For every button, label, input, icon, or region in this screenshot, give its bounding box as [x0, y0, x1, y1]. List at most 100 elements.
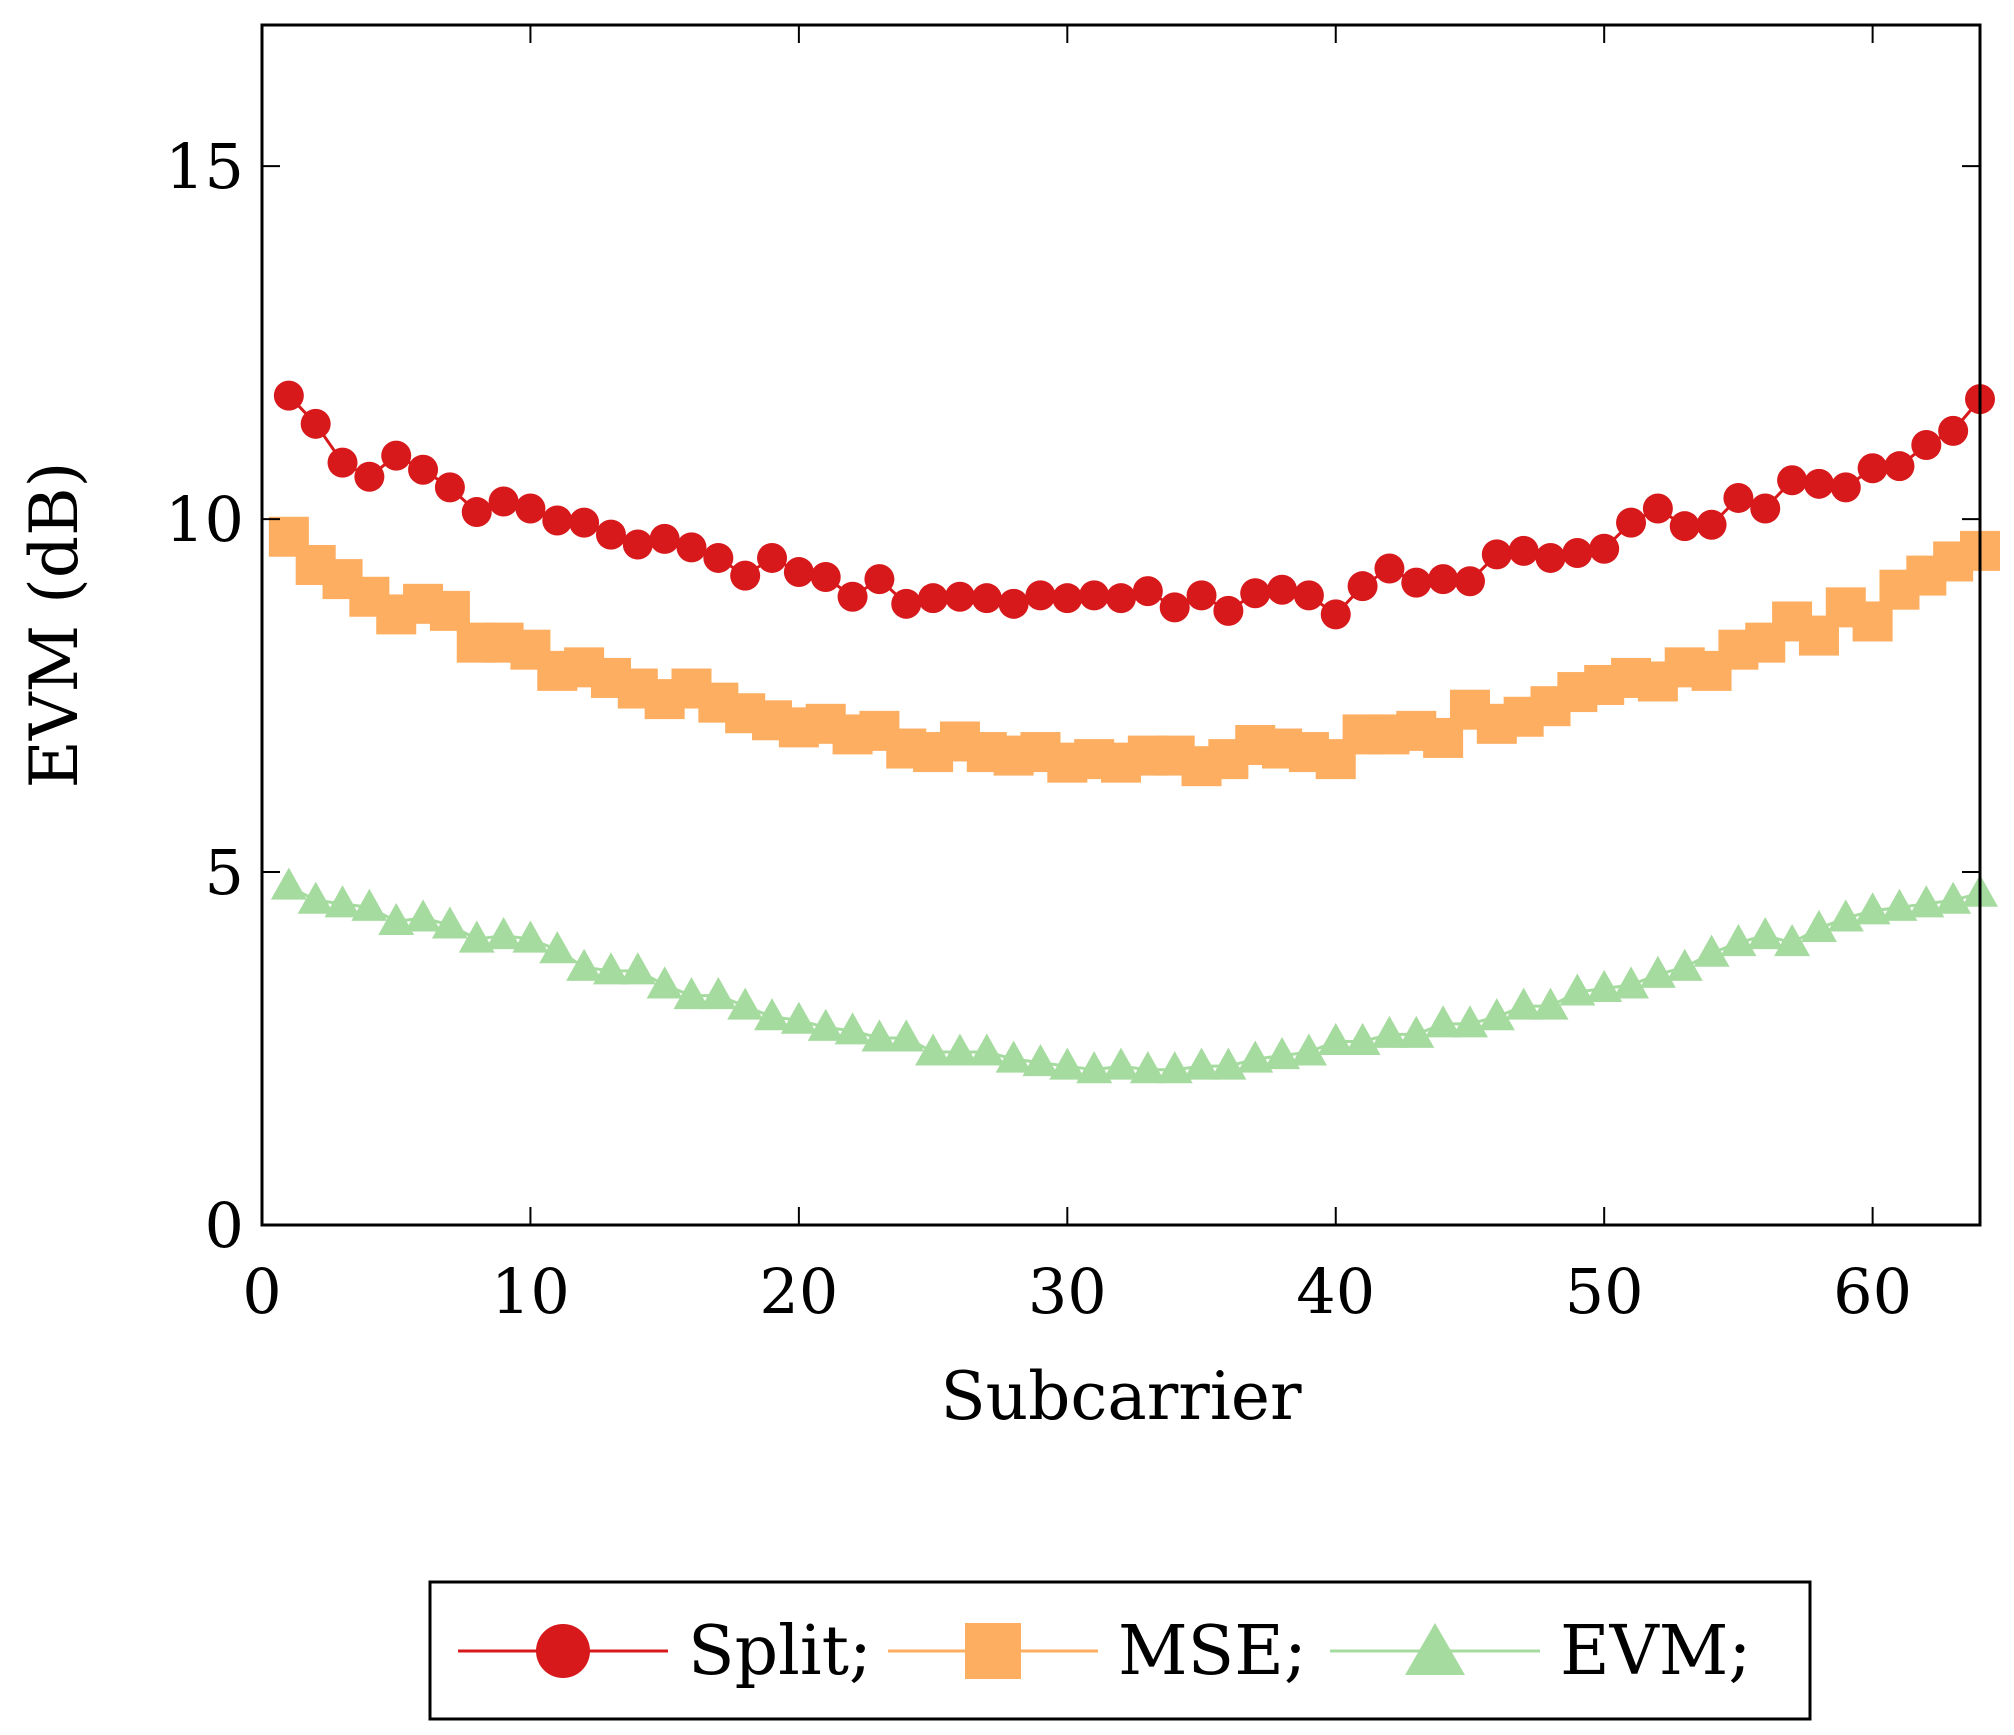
data-point-split [622, 529, 653, 560]
data-point-split [1669, 511, 1700, 542]
data-point-split [1240, 578, 1271, 609]
data-point-evm [1317, 1022, 1354, 1055]
data-point-evm [270, 867, 307, 900]
data-point-split [1884, 451, 1915, 482]
data-point-evm [1747, 916, 1784, 950]
data-point-evm [1532, 987, 1569, 1020]
data-point-evm [619, 952, 656, 985]
data-point-split [1320, 599, 1351, 630]
data-point-split [1454, 566, 1485, 597]
data-point-evm [1774, 924, 1811, 957]
data-point-split [1938, 415, 1969, 446]
data-point-evm [1908, 885, 1945, 918]
data-point-evm [1613, 966, 1650, 999]
x-tick-label: 10 [491, 1255, 570, 1328]
data-point-evm [1854, 892, 1891, 925]
data-point-evm [1451, 1005, 1488, 1038]
data-point-evm [1693, 934, 1730, 967]
data-point-evm [378, 902, 415, 935]
x-tick-label: 30 [1028, 1255, 1107, 1328]
y-tick-label: 10 [165, 483, 244, 556]
data-point-evm [1103, 1047, 1139, 1080]
data-point-split [1052, 583, 1083, 614]
data-point-evm [1666, 948, 1703, 981]
data-point-split [354, 461, 385, 492]
data-point-split [730, 560, 761, 591]
data-point-split [515, 493, 546, 524]
data-point-split [810, 562, 841, 592]
data-point-split [1347, 571, 1378, 602]
data-point-evm [1398, 1015, 1435, 1048]
data-point-split [1562, 538, 1593, 568]
data-point-split [1911, 430, 1942, 460]
legend-label-evm: EVM; [1560, 1612, 1751, 1691]
data-point-evm [1827, 899, 1864, 932]
data-point-evm [780, 1001, 817, 1034]
data-point-evm [1076, 1051, 1113, 1084]
data-point-evm [1183, 1047, 1220, 1080]
data-point-split [1803, 468, 1834, 499]
legend-label-mse: MSE; [1118, 1612, 1307, 1691]
legend-marker-mse [965, 1623, 1021, 1679]
data-point-evm [861, 1019, 898, 1052]
data-point-split [1857, 453, 1888, 484]
data-point-split [300, 408, 331, 439]
data-point-evm [1800, 909, 1837, 943]
data-point-split [1213, 595, 1244, 626]
data-point-split [1106, 583, 1136, 614]
data-point-split [1830, 472, 1861, 503]
data-point-evm [1881, 888, 1918, 921]
data-point-split [783, 557, 814, 588]
data-point-split [1616, 507, 1647, 538]
data-point-split [273, 380, 304, 411]
data-point-split [703, 542, 734, 573]
data-point-split [569, 507, 600, 538]
data-point-split [1401, 567, 1432, 598]
ticks-layer: 0 10 20 30 40 50 60 0 5 10 15 [165, 25, 1980, 1328]
data-point-evm [351, 888, 388, 921]
data-point-evm [1935, 881, 1972, 914]
data-point-split [1293, 580, 1324, 611]
data-point-evm [1022, 1044, 1059, 1077]
data-point-evm [673, 976, 710, 1010]
data-point-evm [458, 920, 495, 953]
data-point-evm [1720, 924, 1757, 957]
series-evm [270, 867, 1998, 1084]
data-point-evm [1586, 969, 1623, 1003]
data-point-split [434, 472, 465, 503]
data-point-split [1025, 580, 1056, 611]
legend: Split; MSE; EVM; [428, 1580, 1812, 1721]
data-point-evm [1344, 1022, 1381, 1055]
y-tick-label: 5 [205, 836, 244, 909]
y-tick-label: 15 [165, 130, 244, 203]
data-point-split [488, 486, 519, 517]
data-point-evm [1129, 1051, 1166, 1084]
data-point-split [1777, 465, 1808, 496]
y-axis-title: EVM (dB) [16, 462, 93, 789]
data-point-evm [1371, 1015, 1408, 1048]
data-point-split [998, 588, 1029, 619]
data-point-split [1750, 493, 1781, 524]
data-point-split [1508, 535, 1539, 566]
data-point-split [1186, 580, 1217, 611]
data-point-evm [646, 966, 683, 999]
data-point-evm [1505, 987, 1542, 1020]
data-point-split [1535, 542, 1566, 573]
data-point-evm [1156, 1051, 1193, 1084]
legend-marker-evm [1405, 1623, 1465, 1675]
x-tick-label: 60 [1833, 1255, 1912, 1328]
data-point-evm [566, 948, 603, 981]
data-point-evm [727, 987, 764, 1020]
data-point-evm [1290, 1033, 1327, 1066]
data-point-split [944, 581, 975, 612]
data-point-split [381, 440, 412, 471]
data-point-evm [1237, 1040, 1274, 1073]
legend-label-split: Split; [688, 1612, 872, 1691]
data-point-evm [431, 906, 468, 939]
data-point-split [1079, 580, 1110, 611]
data-point-split [1481, 539, 1512, 570]
data-point-evm [1049, 1047, 1086, 1080]
data-point-split [918, 583, 949, 614]
data-point-split [408, 454, 439, 485]
